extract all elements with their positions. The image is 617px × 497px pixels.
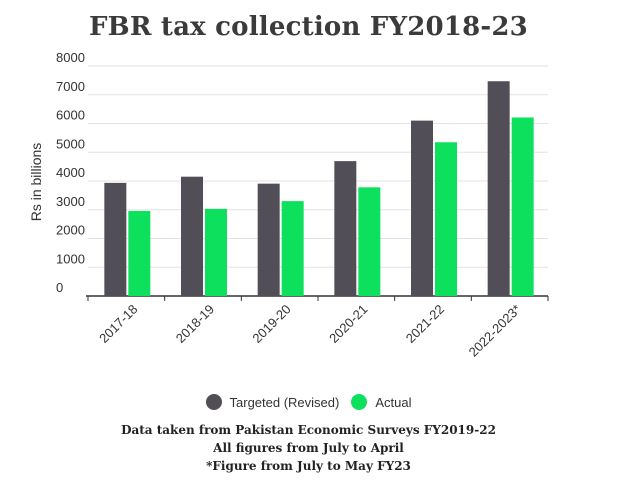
- bar-actual[interactable]: [358, 187, 381, 296]
- bar-targeted[interactable]: [181, 176, 203, 296]
- y-tick-label: 3000: [56, 194, 85, 209]
- y-tick-label: 7000: [56, 79, 85, 94]
- y-tick-labels: 0 1000 2000 3000 4000 5000 6000 7000 8000: [56, 50, 85, 295]
- bar-chart: 0 1000 2000 3000 4000 5000 6000 7000 8000 2017-1…: [28, 50, 549, 360]
- y-tick-label: 0: [56, 280, 63, 295]
- bar-actual[interactable]: [205, 208, 227, 296]
- chart-title: FBR tax collection FY2018-23: [89, 12, 528, 42]
- bar-targeted[interactable]: [334, 161, 357, 296]
- legend: Targeted (Revised) Actual: [0, 394, 617, 410]
- legend-item-targeted[interactable]: Targeted (Revised): [205, 394, 340, 410]
- y-tick-label: 5000: [56, 136, 85, 151]
- x-tick-label: 2021-22: [403, 302, 447, 346]
- note-period: All figures from July to April: [213, 441, 404, 455]
- legend-swatch-actual: [351, 394, 368, 410]
- y-tick-label: 4000: [56, 165, 85, 180]
- bar-actual[interactable]: [128, 210, 151, 296]
- note-source: Data taken from Pakistan Economic Survey…: [121, 423, 496, 437]
- gridlines: [86, 65, 549, 301]
- legend-label-targeted: Targeted (Revised): [229, 394, 340, 410]
- x-tick-label: 2020-21: [326, 302, 370, 346]
- y-tick-label: 8000: [56, 50, 85, 65]
- y-tick-label: 6000: [56, 108, 85, 123]
- x-tick-labels: 2017-18 2018-19 2019-20 2020-21 2021-22 2022-…: [96, 302, 524, 360]
- y-axis-title: Rs in billions: [28, 143, 44, 222]
- x-tick-label: 2018-19: [173, 302, 217, 346]
- y-tick-label: 1000: [56, 251, 85, 266]
- bar-targeted[interactable]: [487, 81, 510, 296]
- note-footnote: *Figure from July to May FY23: [206, 459, 411, 473]
- bar-actual[interactable]: [511, 117, 534, 297]
- bar-actual[interactable]: [435, 142, 457, 296]
- bar-targeted[interactable]: [104, 182, 127, 296]
- x-tick-label: 2022-2023*: [466, 302, 524, 360]
- legend-label-actual: Actual: [375, 394, 412, 410]
- source-notes: Data taken from Pakistan Economic Survey…: [0, 421, 617, 475]
- x-tick-label: 2019-20: [249, 302, 293, 346]
- legend-swatch-targeted: [205, 394, 222, 410]
- bar-targeted[interactable]: [257, 183, 280, 296]
- x-tick-label: 2017-18: [96, 302, 140, 346]
- bar-actual[interactable]: [281, 201, 304, 296]
- bar-targeted[interactable]: [411, 120, 433, 296]
- y-tick-label: 2000: [56, 223, 85, 238]
- legend-item-actual[interactable]: Actual: [351, 394, 411, 410]
- bars: [104, 81, 534, 297]
